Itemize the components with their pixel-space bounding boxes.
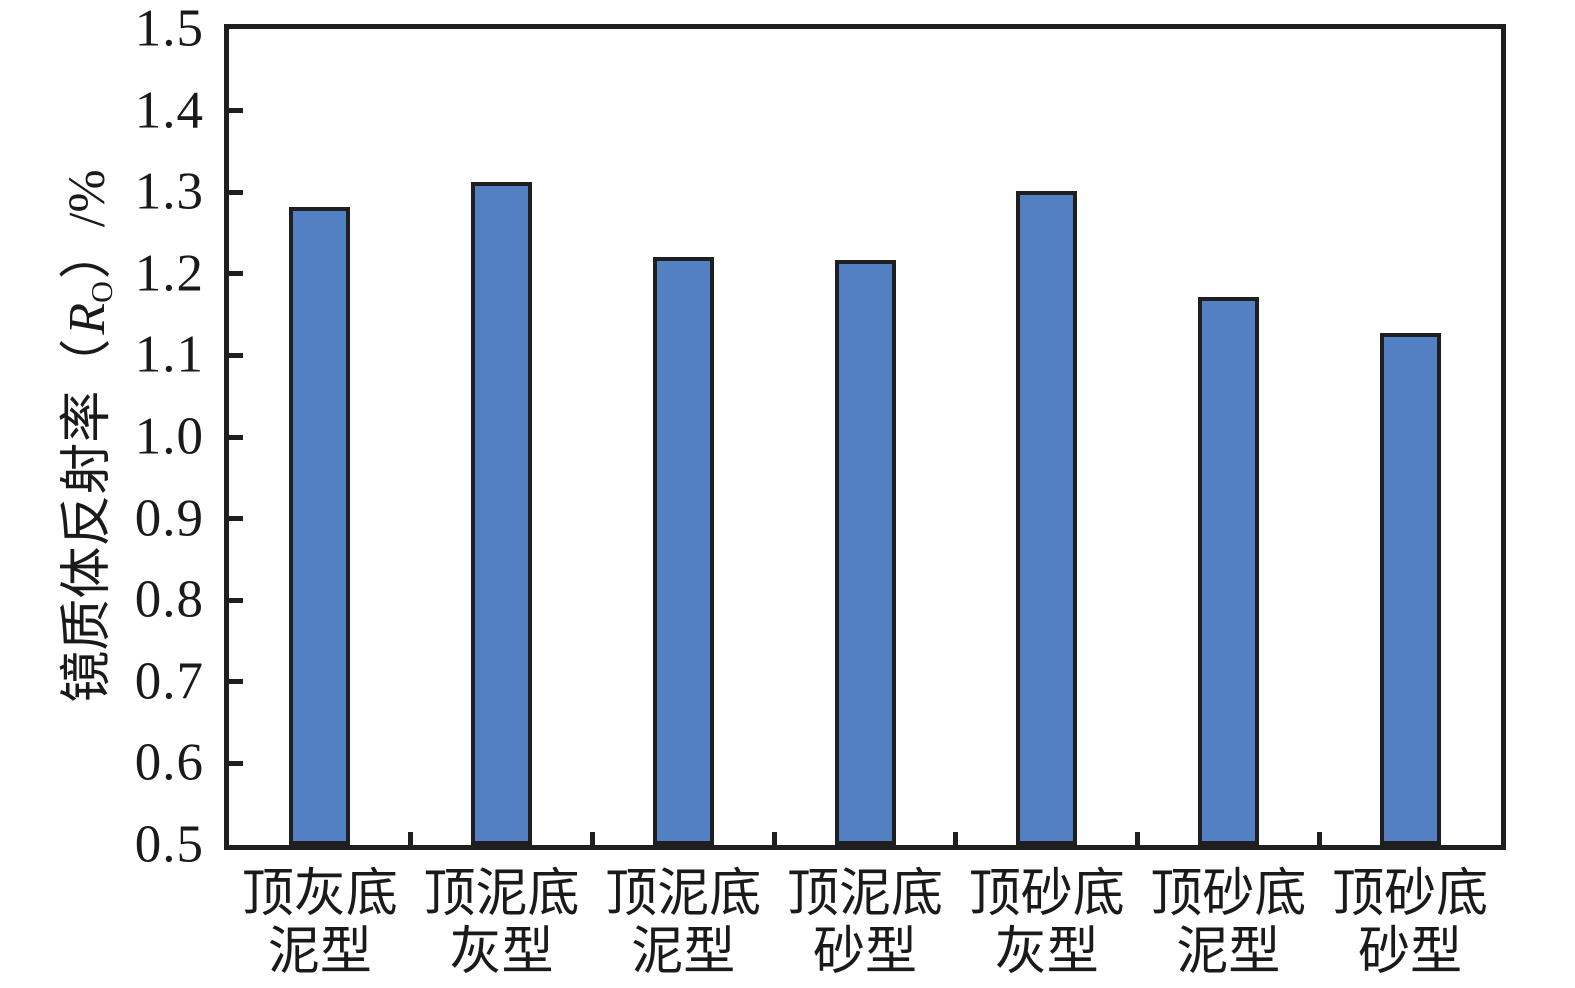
category-label-line2: 砂型 <box>812 924 917 981</box>
x-axis-category-labels: 顶灰底 泥型 顶泥底 灰型 顶泥底 泥型 顶泥底 砂型 顶砂底 灰型 顶砂底 泥型 顶砂底 砂型 <box>229 866 1501 986</box>
category-label-line1: 顶砂底 <box>1150 866 1307 923</box>
category-label-顶砂底灰型: 顶砂底 灰型 <box>907 866 1187 982</box>
x-axis-tick <box>1316 832 1322 845</box>
category-label-line2: 泥型 <box>631 924 736 981</box>
x-axis-tick <box>589 832 595 845</box>
y-axis-tick <box>229 271 243 277</box>
y-axis-tick-label: 1.3 <box>134 162 204 221</box>
y-axis-tick <box>229 108 243 114</box>
bar-顶泥底灰型 <box>471 182 533 845</box>
category-label-顶泥底灰型: 顶泥底 灰型 <box>362 866 642 982</box>
category-label-line1: 顶灰底 <box>241 866 398 923</box>
y-axis-tick <box>229 597 243 603</box>
bar-顶砂底灰型 <box>1016 191 1078 845</box>
category-label-line2: 灰型 <box>994 924 1099 981</box>
category-label-顶砂底砂型: 顶砂底 砂型 <box>1270 866 1550 982</box>
y-axis-tick <box>229 760 243 766</box>
y-axis-tick-label: 1.5 <box>134 0 204 58</box>
category-label-line2: 泥型 <box>267 924 372 981</box>
category-label-顶泥底砂型: 顶泥底 砂型 <box>725 866 1005 982</box>
y-axis-tick <box>229 434 243 440</box>
bar-顶泥底泥型 <box>652 256 714 845</box>
y-axis-tick <box>229 516 243 522</box>
category-label-line1: 顶泥底 <box>605 866 762 923</box>
bar-顶灰底泥型 <box>289 206 351 845</box>
y-axis-tick-label: 1.4 <box>134 81 204 140</box>
y-axis-tick <box>229 352 243 358</box>
y-axis-tick <box>229 189 243 195</box>
bar-顶泥底砂型 <box>834 259 896 845</box>
bar-顶砂底泥型 <box>1197 296 1259 845</box>
y-axis-tick <box>229 679 243 685</box>
x-axis-tick <box>408 832 414 845</box>
y-axis-tick-label: 1.1 <box>134 325 204 384</box>
category-label-line1: 顶砂底 <box>968 866 1125 923</box>
category-label-顶泥底泥型: 顶泥底 泥型 <box>543 866 823 982</box>
plot-area <box>224 24 1506 850</box>
y-axis-tick-label: 0.7 <box>134 652 204 711</box>
x-axis-tick <box>771 832 777 845</box>
y-axis-tick-labels: 0.5 0.6 0.7 0.8 0.9 1.0 1.1 1.2 1.3 1.4 1.5 <box>0 2 204 871</box>
bar-顶砂底砂型 <box>1379 332 1441 845</box>
category-label-顶砂底泥型: 顶砂底 泥型 <box>1088 866 1368 982</box>
x-axis-tick <box>1135 832 1141 845</box>
category-label-line1: 顶泥底 <box>786 866 943 923</box>
y-axis-tick-label: 0.5 <box>134 815 204 874</box>
y-axis-tick-label: 0.8 <box>134 570 204 629</box>
y-axis-tick-label: 0.9 <box>134 489 204 548</box>
x-axis-tick <box>953 832 959 845</box>
category-label-line2: 砂型 <box>1358 924 1463 981</box>
y-axis-tick-label: 1.2 <box>134 244 204 303</box>
y-axis-tick-label: 1.0 <box>134 407 204 466</box>
y-axis-tick-label: 0.6 <box>134 733 204 792</box>
category-label-line1: 顶泥底 <box>423 866 580 923</box>
category-label-顶灰底泥型: 顶灰底 泥型 <box>180 866 460 982</box>
category-label-line2: 灰型 <box>449 924 554 981</box>
category-label-line2: 泥型 <box>1176 924 1281 981</box>
category-label-line1: 顶砂底 <box>1332 866 1489 923</box>
